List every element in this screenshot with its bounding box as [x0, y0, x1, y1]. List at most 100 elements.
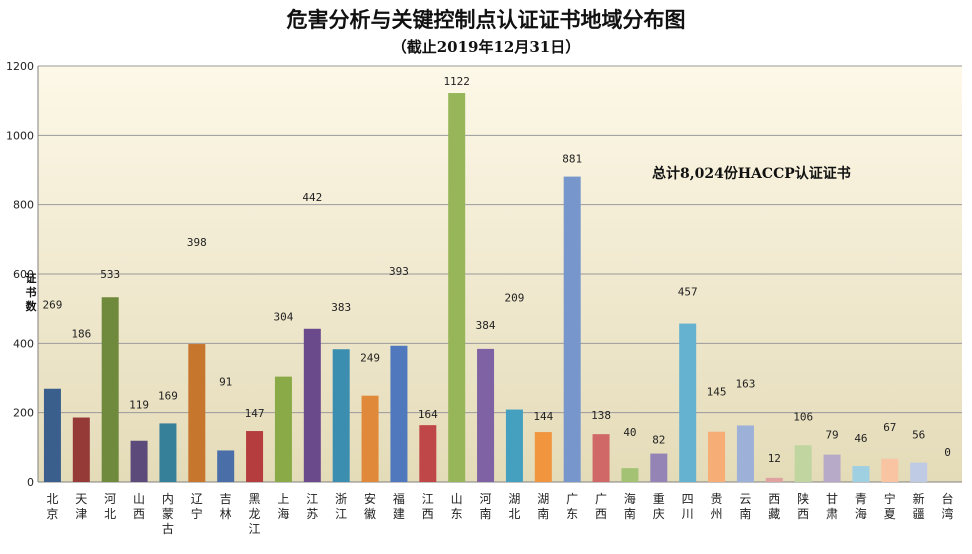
y-tick-label: 600 [13, 268, 34, 281]
bar [794, 445, 812, 482]
bar [679, 323, 697, 482]
x-tick-label: 山西 [133, 492, 145, 521]
data-label: 46 [854, 432, 867, 445]
data-label: 269 [43, 299, 63, 312]
x-tick-label: 云南 [739, 492, 751, 521]
data-label: 138 [591, 409, 611, 422]
y-axis-title: 证书数 [26, 272, 38, 313]
data-label: 79 [825, 429, 838, 442]
data-label: 145 [707, 386, 727, 399]
total-annotation: 总计8,024份HACCP认证证书 [652, 165, 851, 182]
x-tick-label: 宁夏 [884, 491, 896, 521]
data-label: 163 [736, 377, 756, 390]
bar [621, 468, 639, 482]
bar [217, 450, 235, 482]
x-tick-label: 四川 [682, 492, 694, 521]
bar [101, 297, 119, 482]
data-label: 393 [389, 265, 409, 278]
x-tick-label: 天津 [75, 492, 87, 521]
bar [736, 425, 754, 482]
x-tick-label: 甘肃 [826, 492, 838, 521]
y-tick-label: 800 [13, 199, 34, 212]
x-tick-label: 福建 [393, 491, 405, 521]
x-tick-label: 山东 [451, 492, 463, 521]
x-tick-label: 湖南 [537, 491, 549, 521]
x-tick-label: 新疆 [913, 491, 925, 521]
data-label: 119 [129, 399, 149, 412]
bar [43, 388, 61, 482]
bar [246, 431, 264, 482]
y-axis-ticks: 0 200 400 600 800 1000 1200 [6, 60, 34, 489]
x-tick-label: 黑龙江 [249, 492, 261, 536]
x-tick-label: 台湾 [942, 491, 954, 521]
bar [159, 423, 177, 482]
bar [477, 348, 495, 482]
data-label: 186 [71, 328, 91, 341]
bar [650, 453, 668, 482]
data-label: 398 [187, 236, 207, 249]
bar [592, 434, 610, 482]
y-axis-title: 证书数 [26, 272, 38, 313]
data-labels: 269 186 533 119 169 398 91 147 304 442 383 249 393 16… [43, 75, 951, 465]
data-label: 533 [100, 268, 120, 281]
x-tick-label: 上海 [277, 492, 289, 521]
data-label: 383 [331, 301, 351, 314]
data-label: 169 [158, 389, 178, 402]
bar [361, 395, 379, 482]
x-tick-label: 内蒙古 [162, 492, 174, 536]
x-tick-label: 陕西 [797, 491, 809, 521]
data-label: 82 [652, 434, 665, 447]
data-label: 56 [912, 429, 925, 442]
y-tick-label: 200 [13, 407, 34, 420]
x-tick-label: 贵州 [711, 492, 723, 521]
x-tick-label: 浙江 [335, 492, 347, 521]
x-tick-label: 北京 [46, 492, 58, 521]
data-label: 144 [533, 410, 553, 423]
y-tick-label: 1000 [6, 129, 34, 142]
y-tick-label: 400 [13, 337, 34, 350]
bar [505, 409, 523, 482]
bar [72, 417, 90, 482]
data-label: 12 [768, 452, 781, 465]
x-tick-label: 湖北 [508, 491, 520, 521]
x-tick-label: 海南 [624, 491, 636, 521]
x-tick-label: 安徽 [364, 491, 376, 521]
bar [910, 462, 928, 482]
x-tick-label: 广西 [595, 492, 607, 521]
data-label: 147 [245, 407, 265, 420]
bar [852, 466, 870, 482]
data-label: 164 [418, 408, 438, 421]
y-tick-label: 1200 [6, 60, 34, 73]
data-label: 91 [219, 375, 232, 388]
bar [419, 425, 437, 482]
bar [130, 440, 148, 482]
bar [881, 458, 899, 482]
data-label: 67 [883, 421, 896, 434]
x-tick-label: 河北 [104, 492, 116, 521]
x-tick-label: 吉林 [220, 492, 232, 521]
chart-title: 危害分析与关键控制点认证证书地域分布图 [286, 7, 686, 32]
bar [563, 176, 581, 482]
bar [188, 344, 206, 482]
bar [534, 432, 552, 482]
data-label: 384 [476, 319, 496, 332]
x-tick-label: 重庆 [653, 492, 665, 521]
bars [43, 93, 928, 482]
bar [303, 328, 321, 482]
data-label: 304 [274, 311, 294, 324]
bar [708, 431, 726, 482]
x-tick-label: 辽宁 [191, 492, 203, 521]
y-tick-label: 0 [27, 476, 34, 489]
data-label: 0 [944, 446, 951, 459]
data-label: 1122 [443, 75, 470, 88]
data-label: 457 [678, 286, 698, 299]
x-tick-label: 江西 [422, 492, 434, 521]
data-label: 40 [623, 426, 636, 439]
data-label: 106 [793, 410, 813, 423]
bar [332, 349, 350, 482]
x-tick-label: 江苏 [306, 492, 318, 521]
bar [390, 345, 408, 482]
bar [448, 93, 466, 482]
